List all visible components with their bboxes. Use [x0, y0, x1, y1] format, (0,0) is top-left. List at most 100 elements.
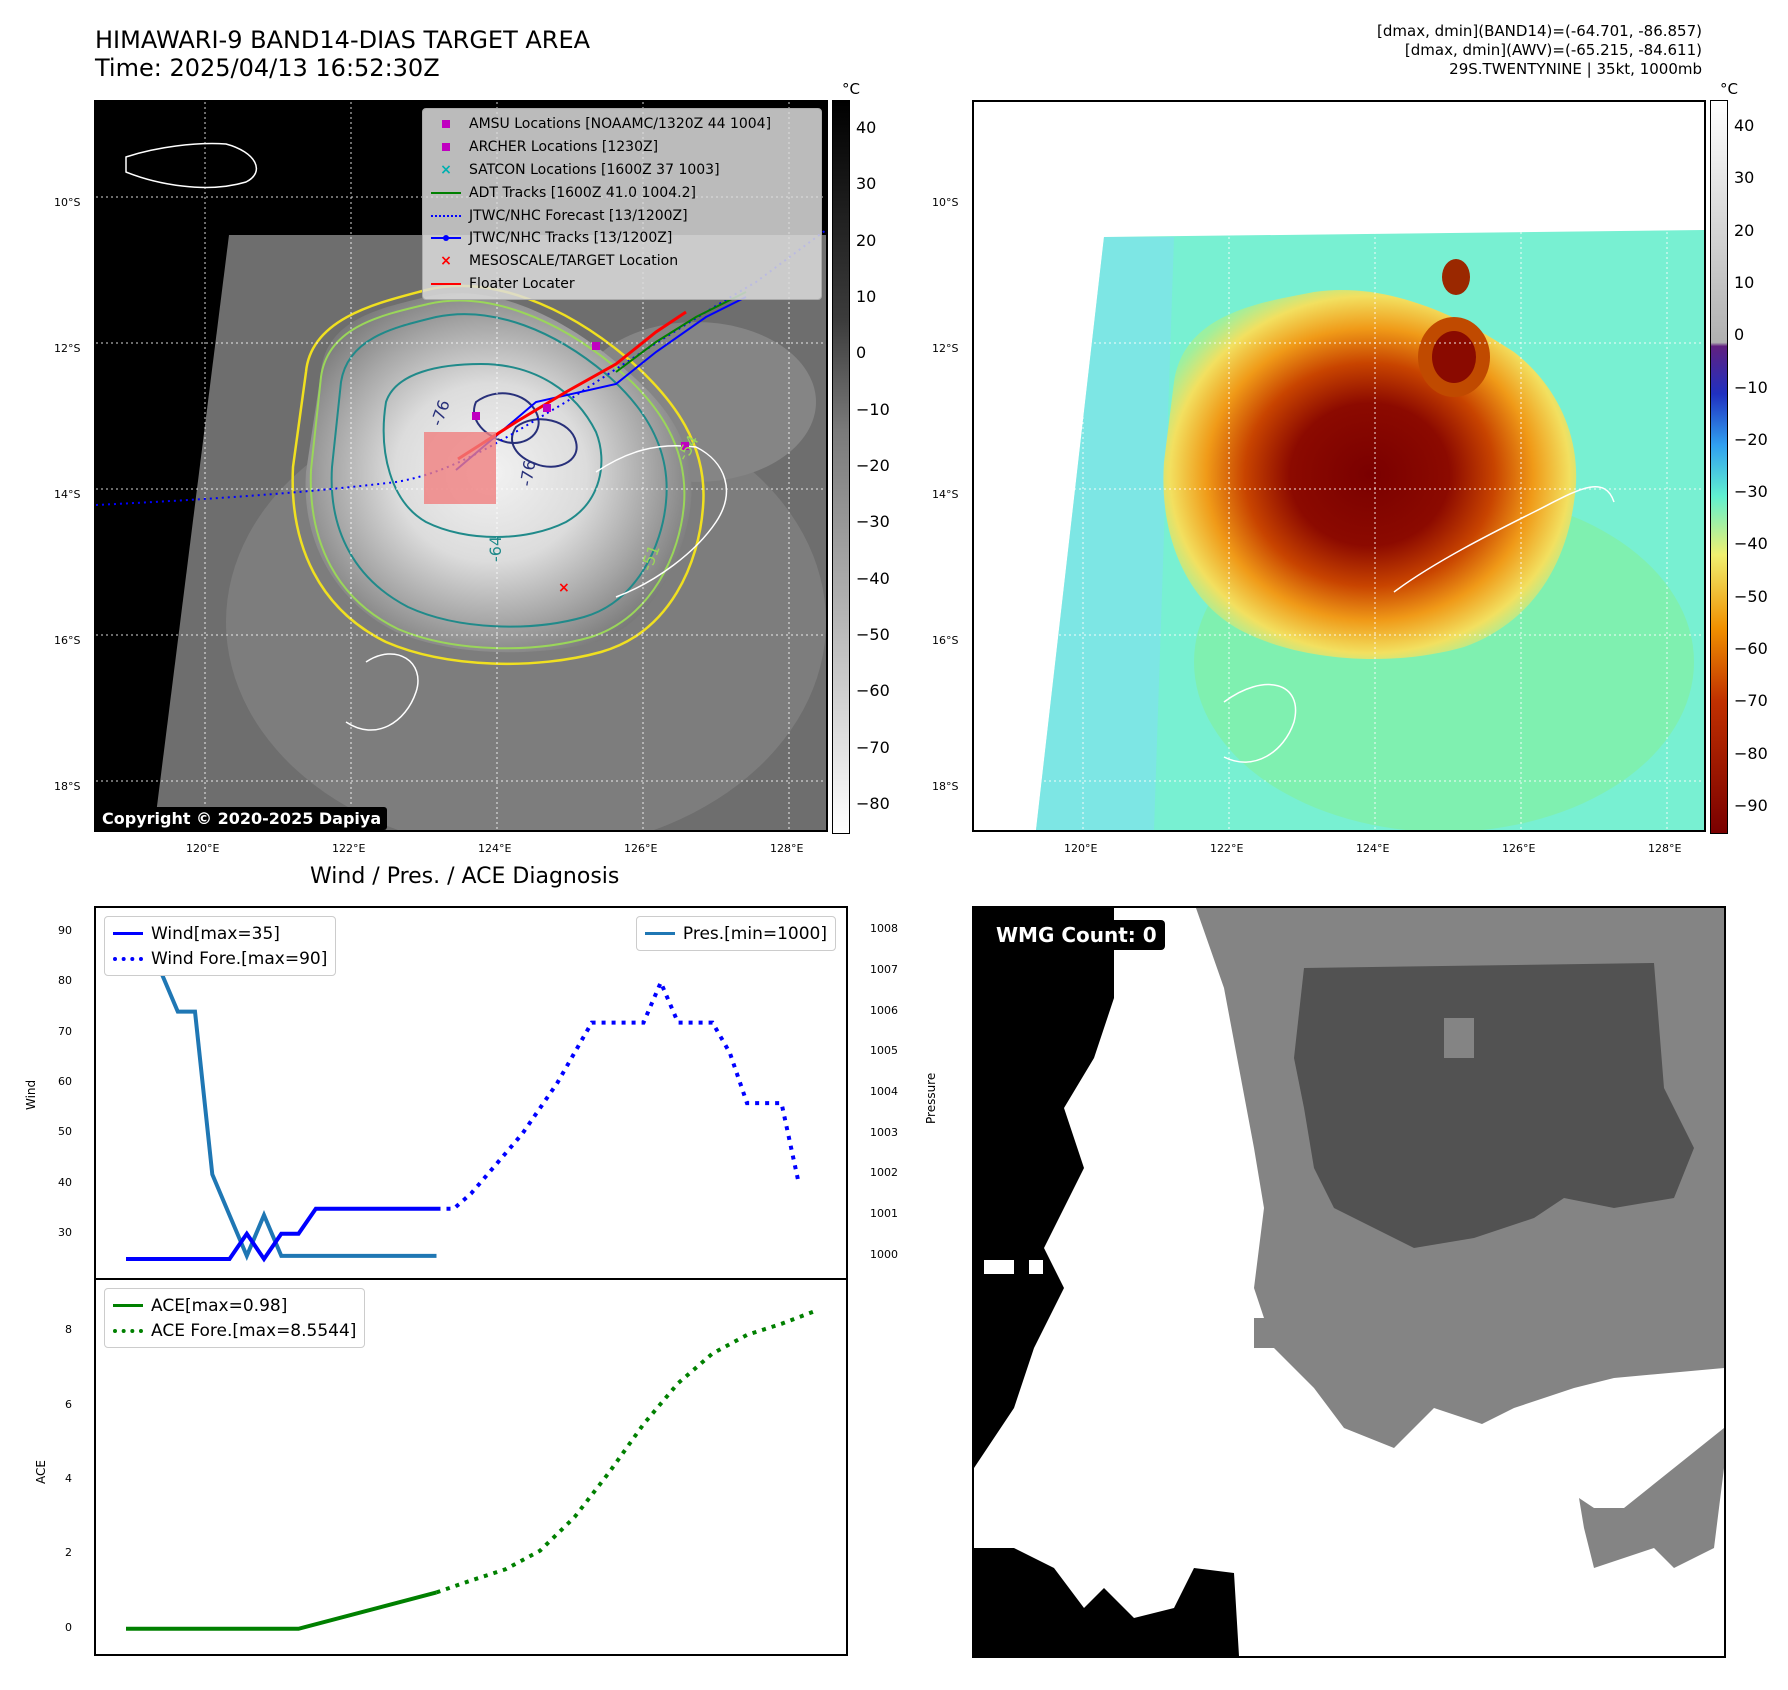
ace-plot [126, 1308, 817, 1631]
copyright-badge: Copyright © 2020-2025 Dapiya [96, 807, 388, 830]
lon-label: 124°E [478, 842, 512, 855]
gray-colorbar [832, 100, 850, 834]
colorbar-tick-label: −60 [856, 681, 890, 701]
ir-map-image: × -76 -76 -64 -54 -51 [96, 102, 826, 830]
colorbar-tick-label: −60 [1734, 639, 1768, 658]
ace-legend: ACE[max=0.98] ACE Fore.[max=8.5544] [104, 1288, 366, 1348]
lat-label: 12°S [932, 342, 959, 355]
lat-label: 18°S [932, 780, 959, 793]
axis-tick-label: 6 [65, 1397, 72, 1411]
color-map-panel [972, 100, 1706, 832]
axis-tick-label: 1002 [870, 1166, 898, 1180]
lat-label: 10°S [54, 196, 81, 209]
gray-colorbar-unit: °C [842, 80, 860, 98]
colorbar-tick-label: 30 [1734, 168, 1755, 188]
axis-tick-label: 70 [58, 1024, 72, 1038]
wmg-image [974, 908, 1724, 1656]
target-area-box [424, 432, 496, 504]
series-line-wind-max-35- [126, 1206, 437, 1263]
colorbar-tick-label: −10 [1734, 377, 1768, 397]
series-line-pres-min-1000- [124, 929, 437, 1262]
pressure-legend: Pres.[min=1000] [635, 916, 836, 951]
title-line-2: Time: 2025/04/13 16:52:30Z [95, 54, 440, 82]
lat-label: 10°S [932, 196, 959, 209]
colorbar-tick-label: −30 [856, 512, 890, 532]
colorbar-tick-label: −70 [856, 737, 890, 757]
colorbar-tick-label: −80 [856, 793, 890, 813]
legend-archer: ARCHER Locations [1230Z] [431, 136, 813, 159]
legend-ace-forecast: ACE Fore.[max=8.5544] [113, 1318, 356, 1343]
colorbar-tick-label: 40 [856, 118, 877, 138]
contour-label: -76 [516, 459, 539, 488]
band14-stats: [dmax, dmin](BAND14)=(-64.701, -86.857) [1377, 22, 1702, 40]
pressure-ylabel: Pressure [924, 1072, 938, 1124]
wind-legend: Wind[max=35] Wind Fore.[max=90] [104, 916, 337, 976]
axis-tick-label: 60 [58, 1074, 72, 1088]
legend-wind-forecast: Wind Fore.[max=90] [113, 946, 327, 971]
colorbar-tick-label: −80 [1734, 743, 1768, 763]
legend-amsu: AMSU Locations [NOAAMC/1320Z 44 1004] [431, 113, 813, 136]
ir-map-panel: × -76 -76 -64 -54 -51 AMSU Locations [NO… [94, 100, 828, 832]
lon-label: 126°E [624, 842, 658, 855]
colorbar-tick-label: 0 [856, 343, 867, 363]
diagnosis-title: Wind / Pres. / ACE Diagnosis [310, 864, 620, 889]
wind-ylabel: Wind [24, 1079, 38, 1110]
colorbar-tick-label: −40 [1734, 534, 1768, 554]
colorbar-tick-label: 10 [1734, 273, 1755, 292]
axis-tick-label: 8 [65, 1323, 72, 1337]
legend-ace: ACE[max=0.98] [113, 1293, 356, 1318]
axis-tick-label: 40 [58, 1175, 72, 1189]
image-title: HIMAWARI-9 BAND14-DIAS TARGET AREA Time:… [95, 26, 590, 82]
colorbar-tick-label: 40 [1734, 116, 1755, 136]
colorbar-tick-label: −30 [1734, 482, 1768, 502]
svg-text:×: × [558, 580, 570, 596]
lon-label: 120°E [186, 842, 220, 855]
color-colorbar-unit: °C [1720, 80, 1738, 98]
colorbar-tick-label: −70 [1734, 691, 1768, 711]
color-map-image [974, 102, 1704, 830]
wmg-panel: WMG Count: 0 [972, 906, 1726, 1658]
axis-tick-label: 0 [65, 1620, 72, 1634]
colorbar-tick-label: −20 [1734, 429, 1768, 449]
axis-tick-label: 1008 [870, 922, 898, 936]
legend-tracks: JTWC/NHC Tracks [13/1200Z] [431, 227, 813, 250]
lon-label: 128°E [1648, 842, 1682, 855]
lon-label: 126°E [1502, 842, 1536, 855]
axis-tick-label: 1003 [870, 1125, 898, 1139]
colorbar-tick-label: 20 [856, 230, 877, 250]
axis-tick-label: 1005 [870, 1044, 898, 1058]
legend-floater: Floater Locater [431, 273, 813, 296]
color-colorbar [1710, 100, 1728, 834]
lat-label: 14°S [54, 488, 81, 501]
colorbar-tick-label: −10 [856, 399, 890, 419]
axis-tick-label: 1001 [870, 1207, 898, 1221]
legend-wind: Wind[max=35] [113, 921, 327, 946]
series-line-ace-fore-max-8-5544- [435, 1308, 817, 1595]
wmg-count-badge: WMG Count: 0 [988, 920, 1165, 950]
lat-label: 12°S [54, 342, 81, 355]
lon-label: 122°E [332, 842, 366, 855]
colorbar-tick-label: 0 [1734, 325, 1745, 345]
storm-info: 29S.TWENTYNINE | 35kt, 1000mb [1449, 60, 1702, 78]
lon-label: 120°E [1064, 842, 1098, 855]
colorbar-tick-label: −40 [856, 568, 890, 588]
axis-tick-label: 50 [58, 1125, 72, 1139]
axis-tick-label: 80 [58, 974, 72, 988]
lat-label: 16°S [932, 634, 959, 647]
axis-tick-label: 1006 [870, 1003, 898, 1017]
colorbar-tick-label: −20 [856, 456, 890, 475]
legend-adt: ADT Tracks [1600Z 41.0 1004.2] [431, 181, 813, 204]
awv-stats: [dmax, dmin](AWV)=(-65.215, -84.611) [1404, 41, 1702, 59]
legend-satcon: × SATCON Locations [1600Z 37 1003] [440, 161, 720, 178]
colorbar-tick-label: −50 [1734, 586, 1768, 606]
colorbar-tick-label: −50 [856, 624, 890, 644]
lat-label: 18°S [54, 780, 81, 793]
legend-target: × MESOSCALE/TARGET Location [440, 253, 679, 270]
lat-label: 16°S [54, 634, 81, 647]
colorbar-tick-label: 30 [856, 174, 877, 194]
colorbar-tick-label: 10 [856, 287, 877, 307]
stats-block: [dmax, dmin](BAND14)=(-64.701, -86.857) … [1377, 22, 1702, 79]
wind-pressure-chart: Wind[max=35] Wind Fore.[max=90] Pres.[mi… [94, 906, 848, 1280]
series-line-ace-max-0-98- [126, 1590, 438, 1631]
axis-tick-label: 30 [58, 1225, 72, 1239]
